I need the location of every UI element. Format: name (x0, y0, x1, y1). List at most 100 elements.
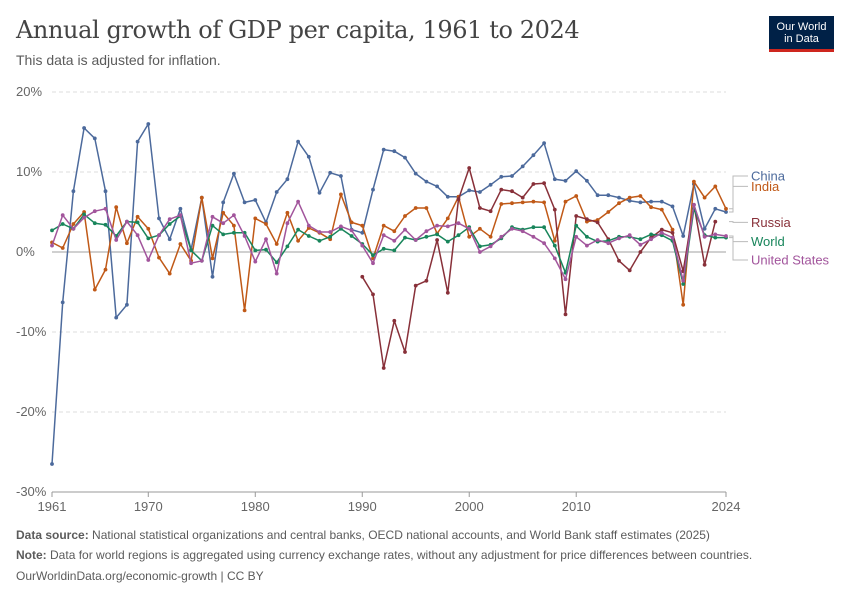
data-point (627, 233, 632, 238)
data-point (413, 171, 418, 176)
data-point (531, 234, 536, 239)
data-point (467, 166, 472, 170)
legend-label: China (751, 169, 786, 184)
data-point (724, 206, 728, 211)
legend-label: World (751, 234, 785, 249)
data-point (478, 226, 482, 231)
data-point (296, 139, 300, 144)
data-point (659, 199, 664, 204)
y-tick-label: -20% (16, 404, 47, 419)
data-point (125, 302, 129, 307)
data-point (531, 199, 536, 204)
x-tick-label: 2024 (712, 499, 741, 514)
data-point (82, 215, 86, 220)
data-point (617, 258, 621, 263)
data-point (392, 229, 397, 234)
data-point (510, 226, 514, 231)
data-point (413, 238, 418, 242)
data-point (146, 236, 151, 241)
data-point (585, 217, 589, 222)
data-point (638, 237, 643, 242)
data-point (552, 256, 557, 261)
data-point (274, 190, 279, 194)
data-point (681, 302, 686, 307)
x-tick-label: 1980 (241, 499, 270, 514)
data-point (574, 214, 579, 218)
data-point (360, 230, 365, 235)
data-point (232, 223, 236, 228)
data-point (392, 149, 397, 154)
data-point (135, 233, 140, 238)
y-tick-label: 10% (16, 164, 42, 179)
data-point (435, 232, 439, 237)
data-point (445, 239, 450, 244)
data-point (253, 216, 258, 221)
data-point (456, 221, 461, 226)
data-point (488, 209, 493, 214)
data-point (413, 206, 418, 210)
data-point (670, 204, 675, 209)
data-point (296, 238, 300, 243)
data-point (478, 244, 482, 249)
data-point (456, 197, 461, 202)
data-point (381, 147, 386, 152)
credit-link[interactable]: OurWorldinData.org/economic-growth | CC … (16, 569, 264, 583)
data-point (563, 178, 568, 183)
data-point (649, 237, 653, 242)
data-point (371, 253, 375, 258)
data-point (445, 224, 450, 229)
data-point (659, 227, 664, 232)
data-point (499, 187, 504, 192)
series-line-india (51, 180, 727, 312)
data-point (617, 236, 621, 241)
data-point (413, 283, 418, 288)
data-point (488, 244, 493, 249)
data-point (253, 198, 258, 202)
legend-label: United States (751, 253, 830, 268)
x-tick-label: 1990 (348, 499, 377, 514)
data-point (339, 174, 343, 178)
data-point (445, 194, 450, 199)
x-tick-label: 1961 (38, 499, 67, 514)
data-point (371, 187, 375, 192)
data-point (659, 207, 664, 212)
data-source-note: Data source: National statistical organi… (16, 528, 710, 542)
data-point (146, 226, 151, 231)
data-point (681, 234, 686, 238)
data-point (702, 262, 707, 267)
data-point (542, 181, 546, 186)
data-point (445, 290, 450, 295)
data-point (670, 235, 675, 240)
data-point (50, 243, 54, 248)
data-point (724, 210, 728, 214)
data-point (585, 243, 589, 248)
owid-logo[interactable]: Our World in Data (769, 16, 834, 52)
data-point (349, 228, 354, 233)
data-point (627, 195, 632, 200)
data-point (424, 229, 429, 234)
data-point (381, 246, 386, 251)
data-point (478, 206, 482, 210)
data-point (403, 214, 407, 218)
data-point (264, 247, 268, 252)
data-point (392, 248, 397, 253)
data-point (328, 170, 333, 175)
x-tick-label: 2000 (455, 499, 484, 514)
data-point (638, 250, 643, 254)
data-point (681, 278, 686, 283)
series-line-world (51, 208, 726, 285)
data-point (178, 213, 183, 218)
data-point (649, 199, 653, 204)
data-point (371, 261, 375, 266)
data-point (585, 234, 589, 239)
data-point (60, 222, 65, 226)
data-point (574, 169, 579, 174)
data-point (520, 195, 525, 200)
y-tick-label: 0% (16, 244, 35, 259)
y-tick-label: 20% (16, 84, 42, 99)
data-point (103, 206, 108, 211)
data-point (296, 227, 300, 232)
data-point (488, 182, 493, 187)
data-point (125, 241, 129, 246)
data-point (542, 141, 546, 146)
